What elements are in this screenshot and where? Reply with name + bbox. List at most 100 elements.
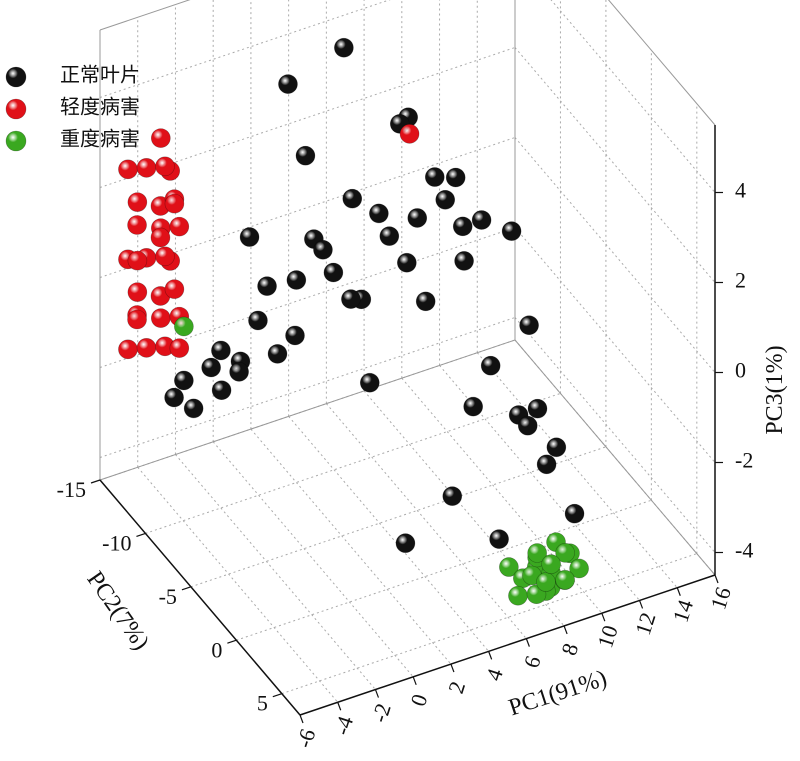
grid-line: [212, 441, 414, 678]
point: [395, 533, 416, 553]
point: [527, 543, 547, 563]
point: [445, 167, 466, 188]
x-tick: [601, 612, 606, 622]
x-tick: [488, 651, 493, 660]
point: [201, 357, 221, 378]
legend-label: 正常叶片: [60, 64, 140, 87]
x-tick-label: -6: [291, 726, 320, 751]
point: [480, 355, 501, 376]
point: [127, 309, 147, 330]
grid-line: [550, 0, 716, 193]
point: [229, 362, 249, 382]
point: [407, 208, 428, 228]
point: [295, 145, 316, 166]
point: [155, 246, 175, 267]
y-tick-label: -5: [159, 584, 177, 609]
x-tick: [299, 714, 304, 724]
point: [435, 189, 456, 210]
point: [546, 437, 567, 458]
x-axis: [299, 574, 716, 716]
grid-line: [288, 416, 490, 652]
point: [164, 279, 185, 299]
x-tick: [450, 663, 455, 673]
z-tick-label: 4: [735, 178, 746, 203]
y-tick: [272, 693, 283, 698]
y-axis-title: PC2(7%): [81, 567, 154, 655]
point: [257, 276, 277, 296]
point: [248, 310, 268, 331]
point: [164, 387, 184, 408]
grid-line: [514, 47, 716, 283]
legend-marker: [5, 130, 27, 152]
point: [150, 308, 171, 328]
point: [118, 339, 138, 360]
grid: [99, 0, 716, 716]
point: [118, 159, 138, 180]
x-tick: [676, 587, 681, 596]
grid-line: [236, 499, 652, 641]
grid-line: [514, 227, 716, 463]
x-tick-label: -2: [366, 700, 395, 725]
points: [118, 37, 589, 606]
point: [499, 557, 519, 577]
point: [424, 167, 445, 187]
box: [99, 0, 716, 716]
x-tick-label: 6: [518, 653, 545, 671]
x-tick-label: 4: [481, 666, 508, 684]
point: [517, 415, 538, 436]
point: [150, 128, 171, 148]
box-edge: [99, 339, 516, 481]
y-tick-label: 0: [211, 637, 222, 662]
point: [527, 398, 548, 419]
point: [536, 572, 556, 592]
grid-line: [175, 454, 376, 690]
grid-line: [250, 428, 452, 665]
point: [379, 226, 400, 246]
point: [519, 315, 539, 336]
box-edge: [99, 0, 191, 31]
x-tick-label: 12: [630, 609, 661, 638]
x-tick-label: -4: [329, 713, 358, 738]
y-tick: [136, 532, 146, 537]
point: [174, 316, 194, 337]
grid-line: [137, 466, 339, 703]
point: [369, 203, 389, 224]
point: [127, 192, 148, 212]
y-tick-label: -10: [102, 530, 131, 555]
point: [155, 156, 175, 177]
point: [397, 252, 417, 273]
point: [211, 340, 231, 361]
z-tick-label: 0: [735, 358, 746, 383]
point: [267, 344, 288, 364]
y-tick: [90, 479, 101, 484]
x-tick: [374, 689, 380, 698]
z-tick-label: -4: [735, 538, 753, 563]
x-tick-label: 10: [592, 622, 623, 651]
point: [127, 282, 148, 302]
point: [359, 372, 380, 393]
point: [323, 262, 344, 283]
point: [399, 124, 420, 144]
x-tick-label: 16: [705, 584, 736, 613]
point: [508, 585, 528, 606]
z-tick-label: -2: [735, 448, 753, 473]
z-tick-label: 2: [735, 268, 746, 293]
point: [454, 251, 474, 271]
y-tick: [181, 586, 192, 591]
x-tick: [638, 600, 644, 609]
point: [501, 221, 522, 241]
grid-line: [325, 403, 527, 639]
x-tick: [337, 702, 342, 711]
legend-label: 重度病害: [60, 128, 140, 151]
point: [164, 193, 185, 214]
grid-line: [514, 317, 716, 553]
point: [555, 543, 575, 563]
point: [136, 158, 157, 178]
point: [564, 503, 585, 524]
point: [127, 215, 147, 235]
point: [342, 188, 363, 209]
legend-marker: [5, 66, 27, 88]
grid-line: [476, 352, 678, 589]
y-tick-label: -15: [57, 477, 86, 502]
